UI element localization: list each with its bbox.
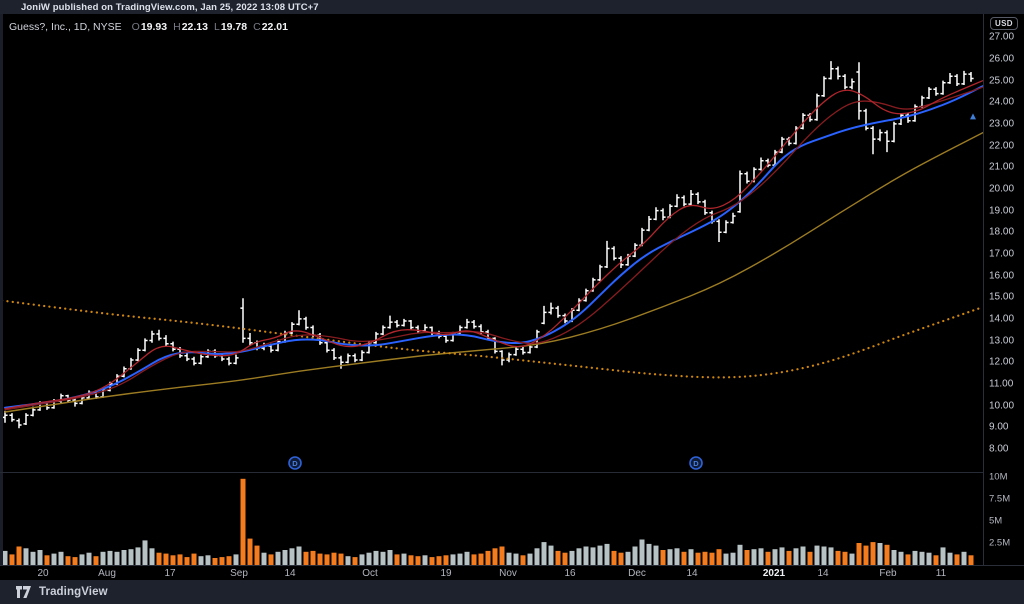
volume-axis-label: 10M [989, 471, 1008, 483]
time-axis-tick: 14 [817, 568, 829, 579]
price-axis-label: 10.00 [989, 400, 1015, 411]
publish-text: JoniW published on TradingView.com, Jan … [21, 1, 319, 13]
time-axis-tick-year: 2021 [762, 568, 786, 579]
price-axis-label: 12.00 [989, 356, 1015, 368]
red-slow-ma[interactable] [4, 86, 983, 411]
blue-ma[interactable] [4, 85, 983, 409]
price-axis-label: 19.00 [989, 205, 1015, 217]
ohlc-open-value: 19.93 [140, 21, 168, 33]
time-axis-tick: 14 [284, 568, 296, 579]
price-axis-label: 26.00 [989, 53, 1015, 65]
symbol-title: Guess?, Inc., 1D, NYSE [9, 21, 122, 33]
time-axis-tick: Feb [879, 568, 897, 579]
currency-badge[interactable]: USD [990, 17, 1018, 30]
ohlc-high-label: H [173, 21, 181, 33]
volume-axis-label: 5M [989, 515, 1003, 527]
price-axis-label: 11.00 [989, 378, 1014, 390]
price-axis-label: 24.00 [989, 96, 1015, 108]
price-bars[interactable] [2, 61, 974, 429]
dividend-badge-letter: D [693, 459, 699, 468]
volume-bars[interactable] [2, 478, 974, 565]
time-axis-tick: Nov [499, 568, 517, 579]
time-axis-tick: 14 [686, 568, 698, 579]
ohlc-high-value: 22.13 [181, 21, 208, 33]
time-axis-tick: Dec [628, 568, 646, 579]
tradingview-logo-icon[interactable] [16, 586, 33, 598]
ohlc-low-value: 19.78 [220, 21, 248, 33]
volume-axis-label: 2.5M [989, 537, 1011, 549]
time-axis-tick: 11 [935, 568, 947, 579]
left-edge-strip [0, 14, 3, 580]
price-axis-label: 18.00 [989, 226, 1015, 238]
price-axis-label: 14.00 [989, 313, 1015, 325]
time-axis-tick: 20 [37, 568, 49, 579]
time-axis-tick: 16 [564, 568, 576, 579]
time-axis-tick: Oct [362, 568, 378, 579]
red-fast-ma[interactable] [4, 79, 983, 410]
price-axis-label: 16.00 [989, 270, 1015, 282]
volume-axis-label: 7.5M [989, 493, 1011, 505]
ohlc-close-label: C [253, 21, 261, 33]
price-axis-label: 27.00 [989, 31, 1015, 43]
price-axis-label: 15.00 [989, 291, 1015, 303]
price-axis[interactable]: USD 27.00 26.00 25.00 24.00 23.00 22.00 21.00 2… [983, 14, 1024, 580]
price-axis-label: 25.00 [989, 75, 1015, 87]
time-axis-tick: 17 [164, 568, 176, 579]
tradingview-brand-text[interactable]: TradingView [39, 586, 108, 598]
price-axis-label: 20.00 [989, 183, 1015, 195]
pane-divider-handle[interactable] [0, 472, 983, 473]
ohlc-low-label: L [213, 21, 220, 33]
time-axis-tick: 19 [440, 568, 452, 579]
dividend-badge[interactable]: D [288, 456, 302, 470]
time-axis[interactable]: 20 Aug 17 Sep 14 Oct 19 Nov 16 Dec 14 2021 14 Feb 11 [0, 565, 1024, 580]
time-axis-tick: Aug [98, 568, 116, 579]
price-axis-label: 9.00 [989, 421, 1009, 433]
last-price-marker [970, 113, 976, 120]
time-axis-tick: Sep [230, 568, 248, 579]
price-axis-label: 13.00 [989, 335, 1015, 346]
ohlc-open-label: O [131, 21, 140, 33]
price-axis-label: 21.00 [989, 161, 1015, 173]
ohlc-close-value: 22.01 [261, 21, 288, 33]
dividend-badge[interactable]: D [689, 456, 703, 470]
footer-bar: TradingView [0, 580, 1024, 604]
price-axis-label: 22.00 [989, 140, 1015, 152]
dividend-badge-letter: D [292, 459, 298, 468]
olive-slow-ma[interactable] [4, 131, 983, 413]
chart-legend: Guess?, Inc., 1D, NYSE O19.93 H22.13 L19.78… [9, 21, 288, 33]
price-axis-label: 17.00 [989, 248, 1015, 260]
price-axis-label: 23.00 [989, 118, 1015, 130]
publish-header-bar: JoniW published on TradingView.com, Jan … [0, 0, 1024, 14]
dotted-long-ma[interactable] [0, 299, 982, 379]
price-axis-label: 8.00 [989, 443, 1009, 455]
